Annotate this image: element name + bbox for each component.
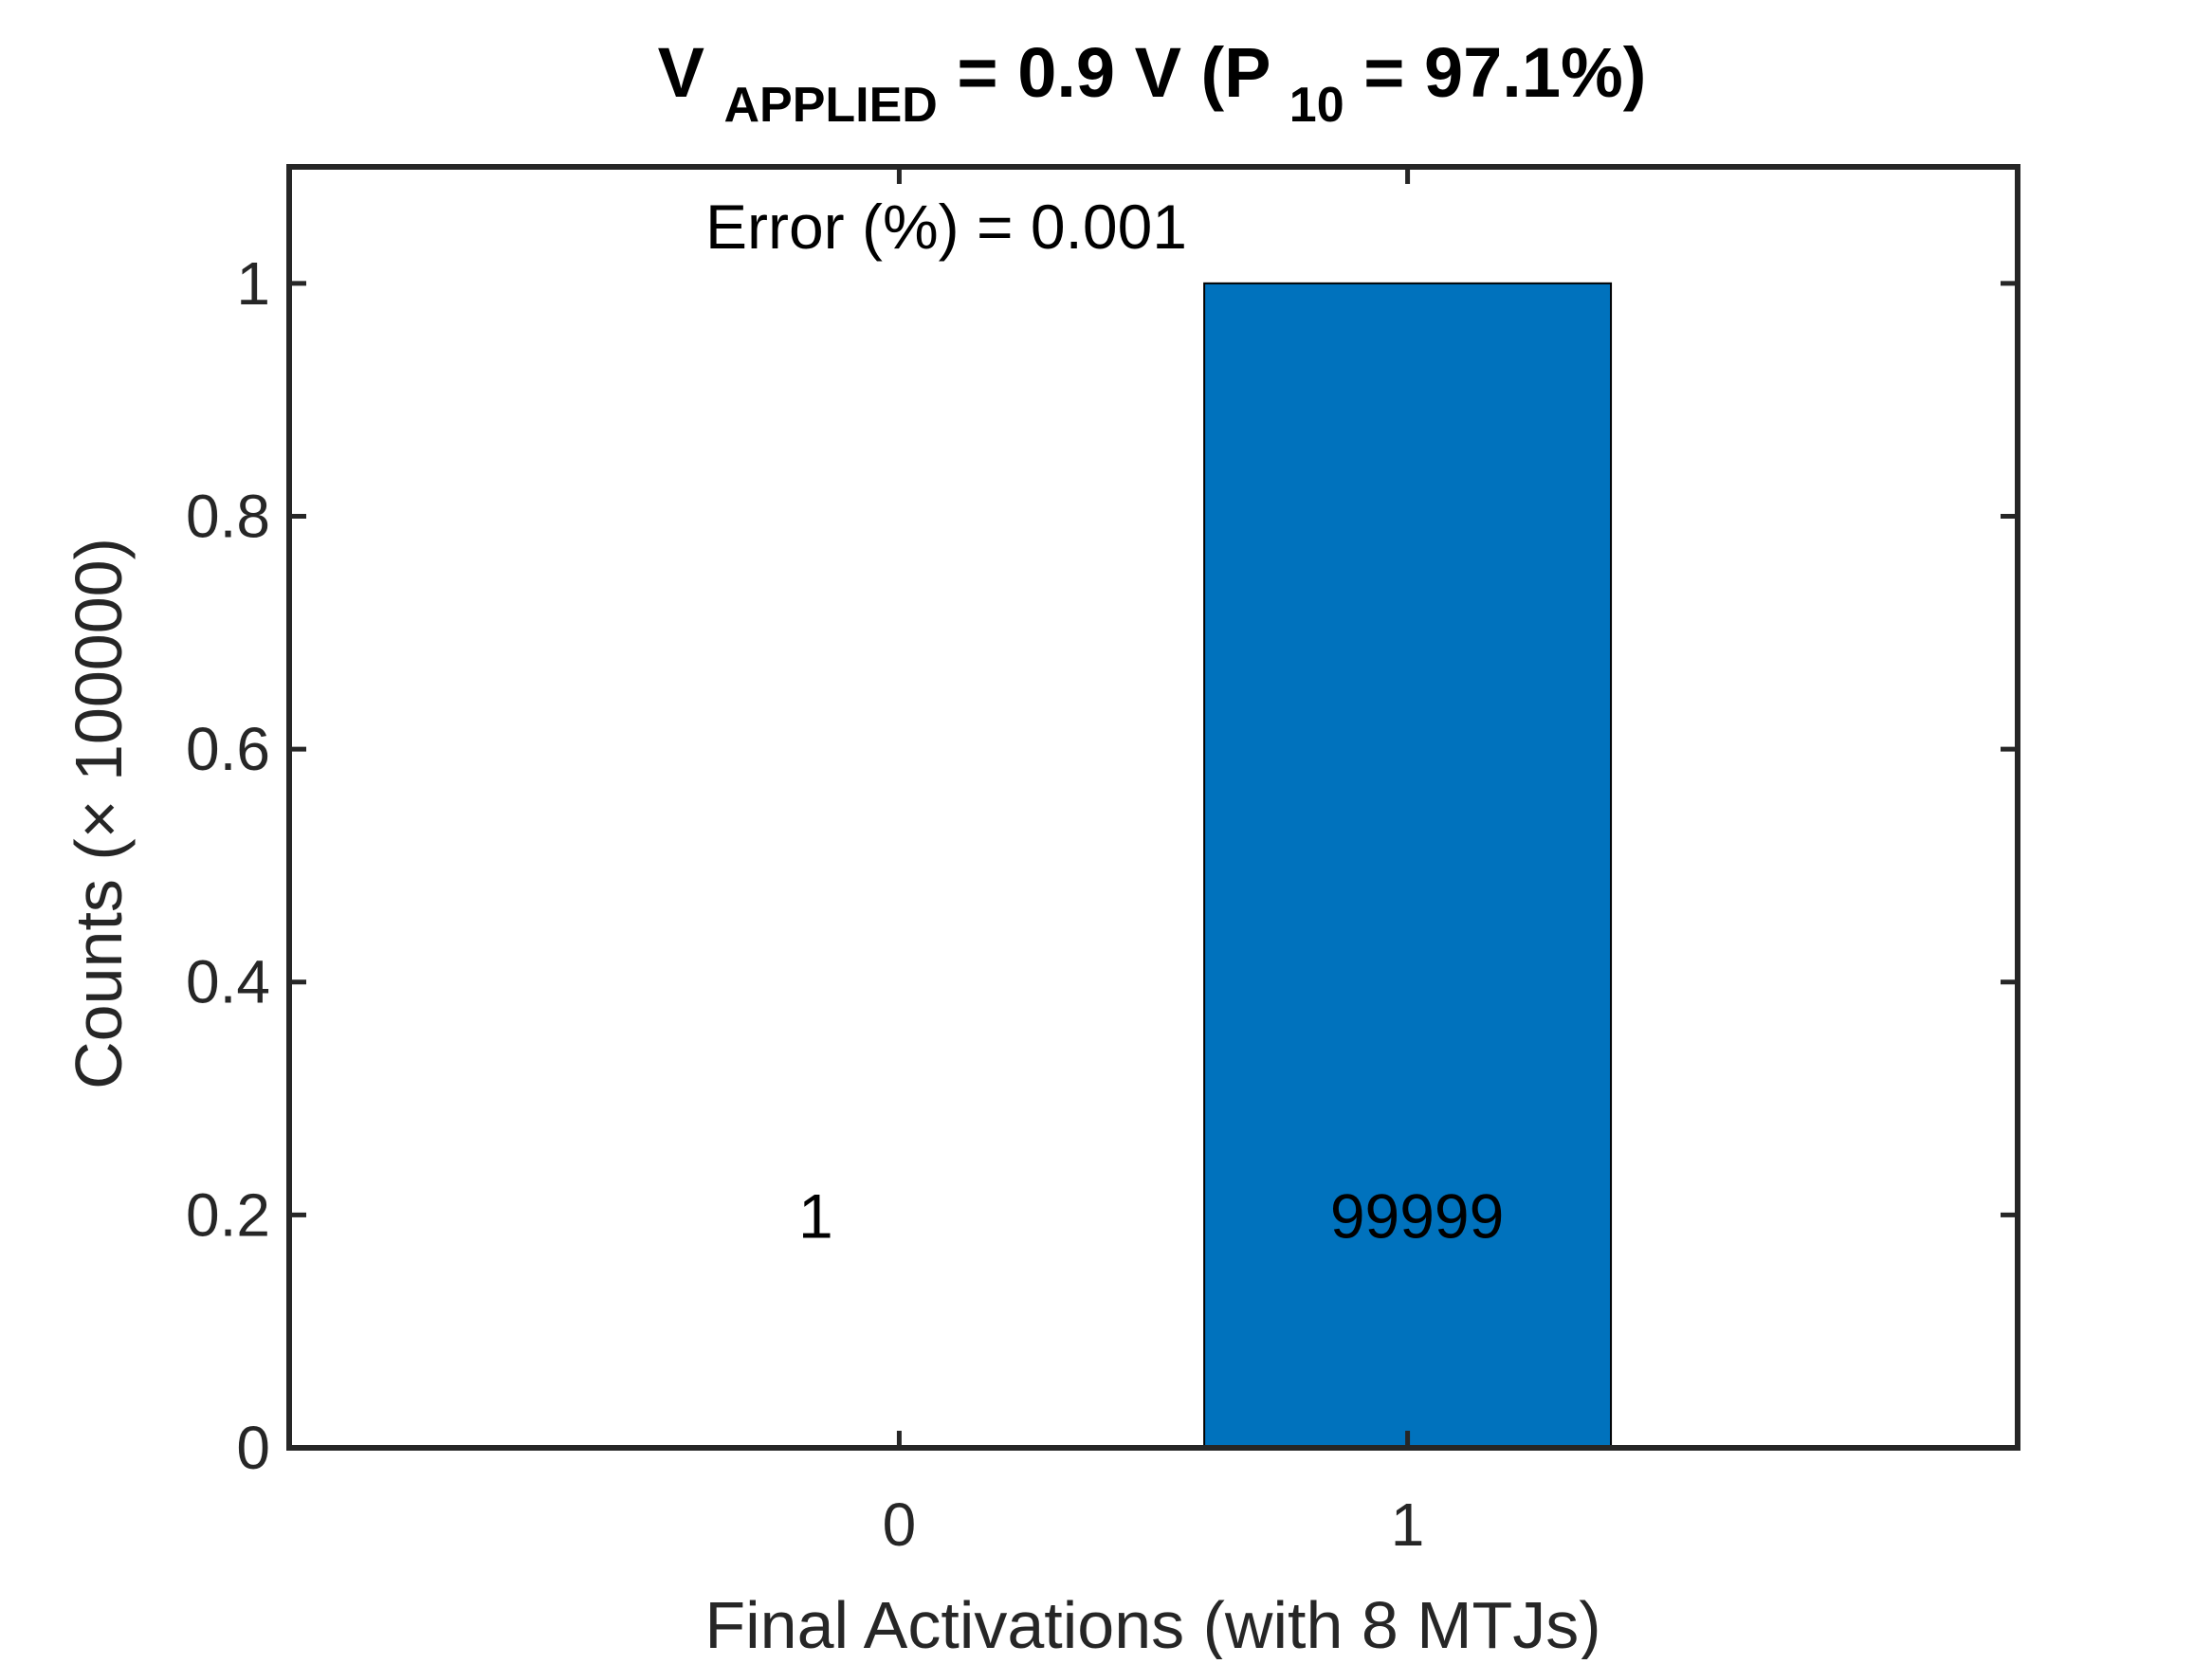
y-tick-label-3: 0.6 — [186, 715, 270, 783]
bar-1 — [1204, 283, 1611, 1448]
y-tick-label-5: 1 — [236, 249, 270, 318]
bar-value-label-1: 99999 — [1330, 1180, 1505, 1251]
y-tick-label-2: 0.4 — [186, 948, 270, 1016]
y-tick-label-1: 0.2 — [186, 1180, 270, 1249]
title-subscript-10: 10 — [1289, 78, 1344, 133]
x-axis-label: Final Activations (with 8 MTJs) — [704, 1588, 1600, 1659]
error-annotation: Error (%) = 0.001 — [705, 192, 1187, 262]
title-subscript-applied: APPLIED — [723, 78, 937, 133]
title-main: V — [658, 33, 704, 112]
x-tick-label-0: 0 — [883, 1490, 917, 1559]
title-middle: = 0.9 V (P — [957, 33, 1270, 112]
y-tick-label-0: 0 — [236, 1414, 270, 1482]
y-axis-label: Counts (× 100000) — [62, 538, 136, 1089]
bar-value-label-0: 1 — [798, 1180, 833, 1251]
title-end: = 97.1%) — [1363, 33, 1646, 112]
y-tick-label-4: 0.8 — [186, 482, 270, 550]
x-tick-label-1: 1 — [1391, 1490, 1425, 1559]
